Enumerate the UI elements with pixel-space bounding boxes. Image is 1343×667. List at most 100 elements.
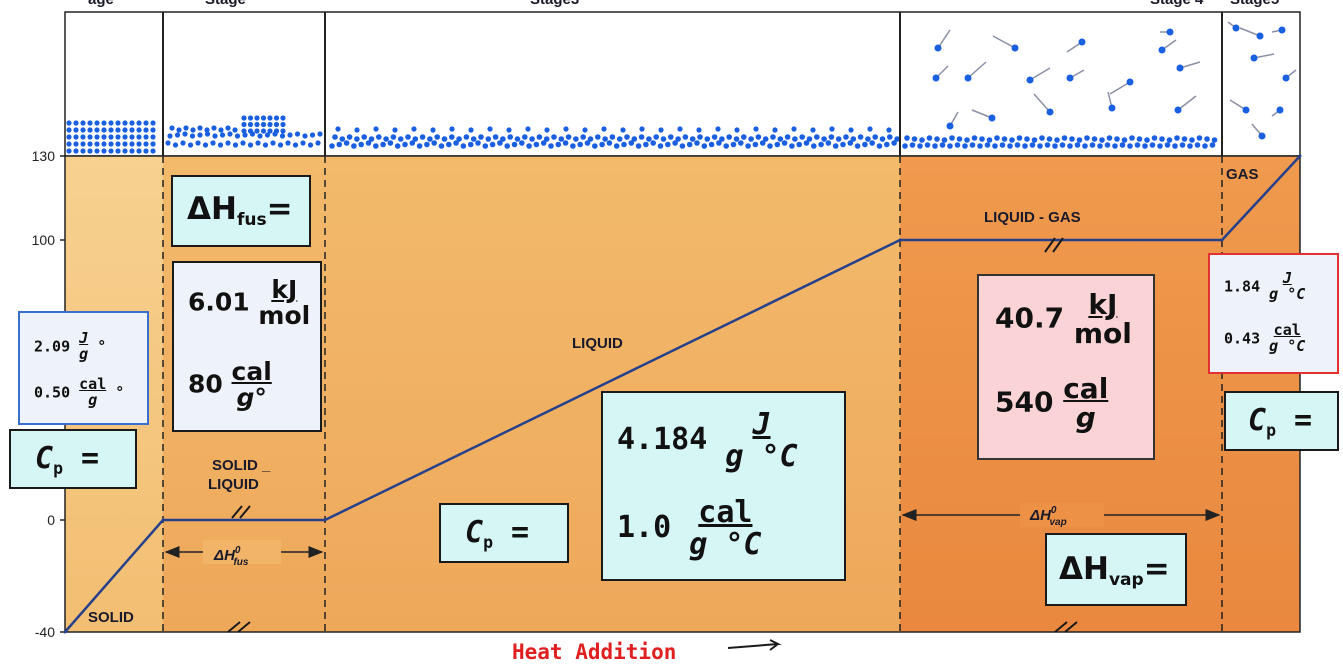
molecule-dot xyxy=(1059,142,1066,148)
molecule-dot xyxy=(752,141,759,148)
molecule-dot xyxy=(977,143,983,149)
molecule-dot xyxy=(999,142,1006,148)
molecule-dot xyxy=(101,127,107,133)
region-label-liquid: LIQUID xyxy=(572,335,623,352)
molecule-dot xyxy=(947,143,953,149)
molecule-dot xyxy=(150,148,156,154)
molecule-dot xyxy=(94,148,100,154)
molecule-dot xyxy=(1026,76,1034,84)
molecule-dot xyxy=(150,141,156,147)
molecule-dot xyxy=(1091,136,1098,142)
molecule-dot xyxy=(734,127,740,133)
molecule-dot xyxy=(696,127,702,133)
molecule-dot xyxy=(624,134,630,140)
molecule-dot xyxy=(587,136,594,142)
molecule-dot xyxy=(767,143,773,149)
y-tick-label: 0 xyxy=(47,512,55,528)
molecule-dot xyxy=(843,134,849,140)
molecule-dot xyxy=(1149,142,1156,148)
molecule-dot xyxy=(551,134,557,140)
molecule-dot xyxy=(361,134,368,140)
molecule-dot xyxy=(635,143,642,149)
molecule-dot xyxy=(745,143,751,149)
molecule-dot xyxy=(723,143,729,149)
molecule-dot xyxy=(1054,137,1060,143)
molecule-dot xyxy=(639,126,645,132)
molecule-dot xyxy=(777,136,784,142)
molecule-dot xyxy=(456,136,462,142)
molecule-dot xyxy=(294,131,301,137)
molecule-dot xyxy=(1112,143,1118,149)
molecule-dot xyxy=(419,134,426,140)
molecule-dot xyxy=(1211,137,1218,143)
molecule-dot xyxy=(675,136,681,142)
molecule-dot xyxy=(260,115,267,121)
region-label-solid: SOLID xyxy=(88,609,134,626)
molecule-dot xyxy=(759,140,766,146)
molecule-dot xyxy=(270,140,276,146)
molecule-dot xyxy=(115,141,121,147)
molecule-dot xyxy=(475,140,481,146)
molecule-dot xyxy=(1024,136,1030,142)
molecule-dot xyxy=(218,127,224,133)
molecule-dot xyxy=(1196,135,1203,141)
molecule-dot xyxy=(143,120,149,126)
molecule-dot xyxy=(1039,135,1045,141)
stage-label-3: Stage3 xyxy=(530,0,579,8)
molecule-dot xyxy=(247,115,254,121)
molecule-dot xyxy=(273,128,280,134)
molecule-dot xyxy=(373,126,379,132)
molecule-dot xyxy=(460,143,467,149)
molecule-dot xyxy=(264,132,271,138)
molecule-dot xyxy=(601,126,607,132)
molecule-dot xyxy=(924,142,931,148)
molecule-dot xyxy=(1176,64,1184,72)
molecule-dot xyxy=(1011,44,1019,52)
molecule-dot xyxy=(453,140,459,146)
y-tick-label: 100 xyxy=(32,232,56,248)
molecule-dot xyxy=(1067,143,1073,149)
molecule-dot xyxy=(701,143,708,149)
molecule-dot xyxy=(80,127,86,133)
molecule-dot xyxy=(115,134,121,140)
molecule-dot xyxy=(315,140,321,146)
molecule-dot xyxy=(1074,142,1081,148)
molecule-dot xyxy=(755,134,762,140)
molecule-dot xyxy=(1250,54,1258,62)
molecule-dot xyxy=(1001,136,1008,142)
molecule-dot xyxy=(280,128,286,134)
gas-trail xyxy=(1029,67,1051,81)
molecule-dot xyxy=(176,127,182,133)
molecule-dot xyxy=(190,127,196,133)
molecule-dot xyxy=(1278,26,1286,34)
molecule-dot xyxy=(832,143,839,149)
molecule-dot xyxy=(380,141,386,148)
molecule-dot xyxy=(964,74,972,82)
stage-label-5: Stage5 xyxy=(1230,0,1279,8)
molecule-dot xyxy=(392,127,398,133)
molecule-dot xyxy=(280,121,286,128)
molecule-dot xyxy=(577,141,583,148)
molecule-dot xyxy=(260,128,267,134)
molecule-dot xyxy=(580,134,586,140)
molecule-dot xyxy=(80,134,86,140)
molecule-dot xyxy=(129,127,135,133)
molecule-dot xyxy=(302,133,308,139)
molecule-dot xyxy=(94,141,100,147)
dh-fus-arrow-label: ΔH0 fus xyxy=(213,545,249,568)
molecule-dot xyxy=(409,140,416,146)
molecule-dot xyxy=(946,122,954,130)
molecule-dot xyxy=(762,136,769,142)
molecule-dot xyxy=(599,141,605,148)
molecule-dot xyxy=(492,134,499,140)
molecule-dot xyxy=(358,141,365,148)
molecule-dot xyxy=(879,136,886,142)
molecule-dot xyxy=(329,143,335,149)
molecule-dot xyxy=(911,136,918,142)
molecule-dot xyxy=(799,134,805,140)
molecule-dot xyxy=(1044,142,1051,148)
molecule-dot xyxy=(726,134,732,140)
y-tick-label: -40 xyxy=(35,624,55,640)
